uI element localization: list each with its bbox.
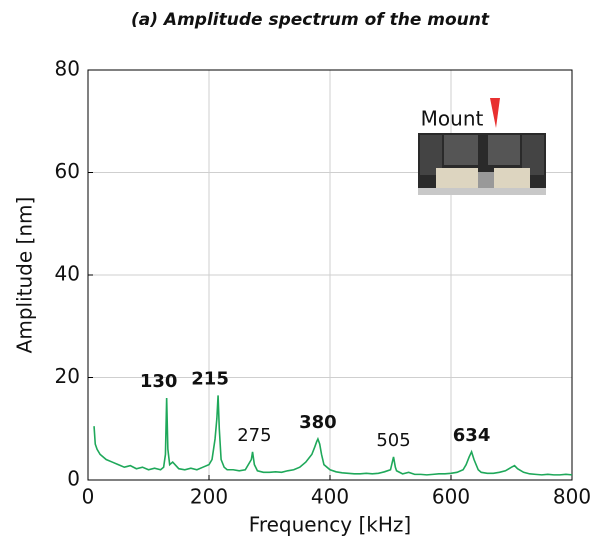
y-tick-label: 60 (55, 159, 80, 183)
y-axis-label: Amplitude [nm] (13, 197, 37, 354)
inset-part (436, 168, 478, 190)
peak-label: 275 (237, 425, 271, 446)
peak-label: 634 (453, 425, 491, 446)
y-tick-label: 80 (55, 57, 80, 81)
x-tick-label: 800 (553, 485, 591, 509)
peak-label: 380 (299, 412, 337, 433)
x-tick-label: 600 (432, 485, 470, 509)
y-tick-label: 20 (55, 364, 80, 388)
chart-title: (a) Amplitude spectrum of the mount (131, 10, 490, 30)
spectrum-line (93, 395, 573, 476)
plot-frame (87, 69, 573, 481)
x-tick-label: 200 (190, 485, 228, 509)
inset-label: Mount (421, 107, 484, 131)
peak-label: 505 (376, 430, 410, 451)
inset-part (478, 172, 494, 190)
inset-part (522, 135, 544, 175)
inset: Mount (418, 98, 546, 195)
inset-arrow (490, 98, 500, 128)
y-tick-label: 40 (55, 262, 80, 286)
inset-part (420, 135, 442, 175)
inset-part (418, 188, 546, 195)
x-axis-label: Frequency [kHz] (249, 513, 411, 537)
inset-part (494, 168, 530, 190)
y-tick-label: 0 (67, 467, 80, 491)
x-tick-label: 0 (82, 485, 95, 509)
peak-label: 130 (140, 371, 178, 392)
x-tick-label: 400 (311, 485, 349, 509)
peak-label: 215 (191, 368, 229, 389)
inset-part (444, 135, 478, 165)
inset-part (488, 135, 520, 165)
